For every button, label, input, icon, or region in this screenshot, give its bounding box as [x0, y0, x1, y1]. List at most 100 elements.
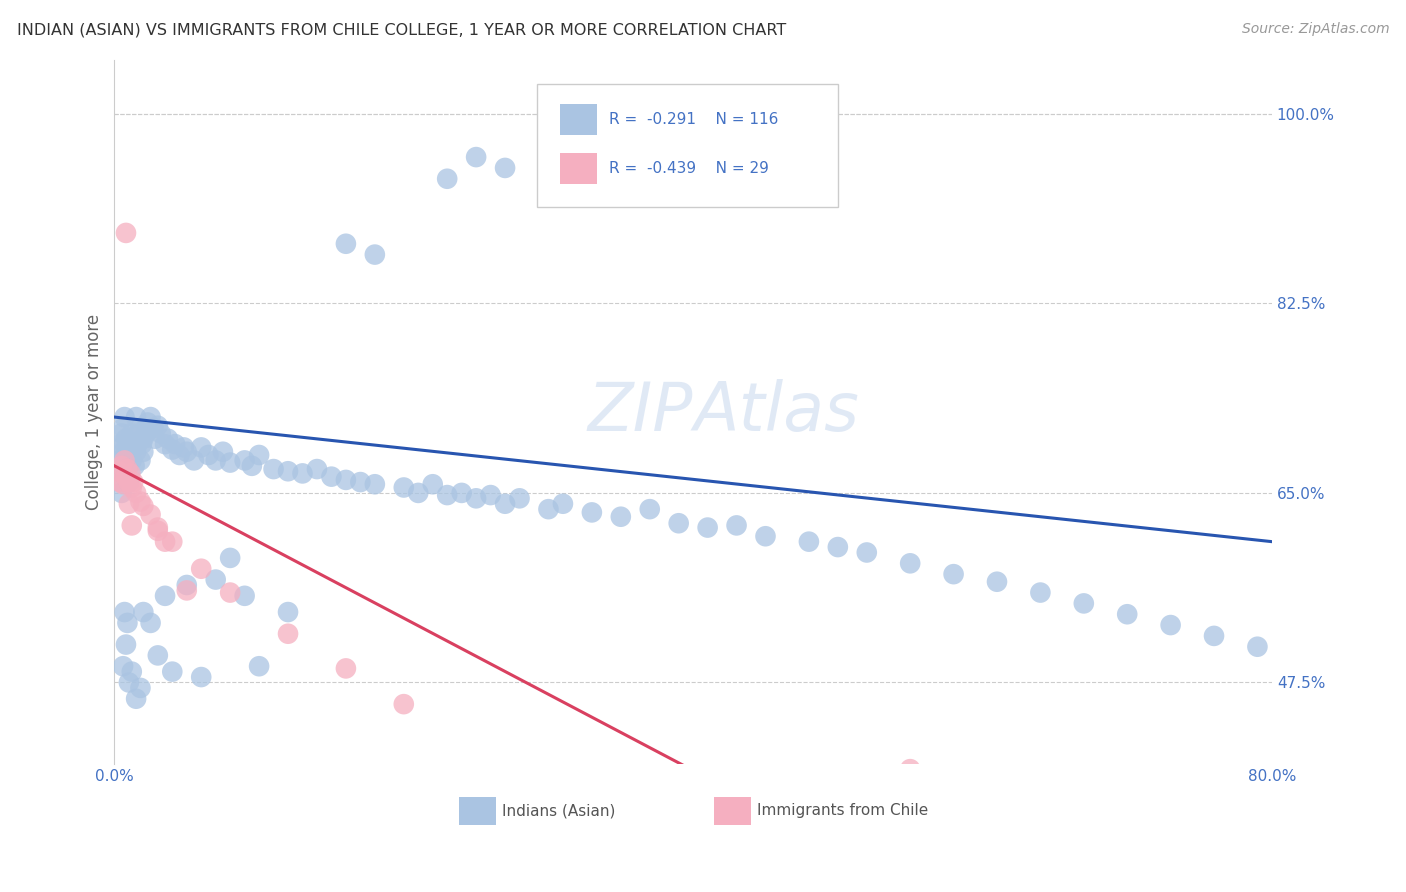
Point — [349, 475, 371, 489]
Point — [321, 469, 343, 483]
FancyBboxPatch shape — [460, 797, 496, 825]
Point — [898, 557, 921, 571]
Point — [247, 448, 270, 462]
Point — [149, 426, 172, 441]
FancyBboxPatch shape — [714, 797, 751, 825]
FancyBboxPatch shape — [560, 104, 598, 135]
Point — [139, 615, 162, 630]
Point — [115, 226, 138, 240]
Point — [277, 464, 299, 478]
Point — [277, 605, 299, 619]
Point — [112, 659, 135, 673]
Point — [1246, 640, 1268, 654]
Point — [1116, 607, 1139, 622]
Point — [494, 497, 516, 511]
Point — [121, 426, 143, 441]
Point — [111, 462, 134, 476]
Point — [422, 477, 444, 491]
Y-axis label: College, 1 year or more: College, 1 year or more — [86, 314, 103, 509]
Point — [173, 441, 195, 455]
Point — [162, 442, 184, 457]
Point — [1029, 585, 1052, 599]
Point — [146, 648, 169, 663]
Point — [125, 410, 148, 425]
Point — [108, 437, 131, 451]
Point — [125, 444, 148, 458]
Point — [450, 486, 472, 500]
Point — [118, 497, 141, 511]
Point — [122, 441, 145, 455]
Point — [108, 475, 131, 489]
Point — [132, 499, 155, 513]
Point — [121, 453, 143, 467]
Text: R =  -0.439    N = 29: R = -0.439 N = 29 — [609, 161, 769, 177]
Point — [197, 448, 219, 462]
Point — [392, 697, 415, 711]
Point — [135, 426, 157, 441]
FancyBboxPatch shape — [560, 153, 598, 185]
Point — [219, 456, 242, 470]
Point — [364, 477, 387, 491]
Point — [183, 453, 205, 467]
Point — [115, 638, 138, 652]
Point — [129, 494, 152, 508]
Point — [219, 550, 242, 565]
Text: ZIP: ZIP — [588, 379, 693, 445]
Point — [132, 432, 155, 446]
Point — [125, 486, 148, 500]
Point — [108, 475, 131, 489]
Point — [117, 615, 139, 630]
Point — [392, 481, 415, 495]
Point — [120, 467, 142, 481]
Point — [204, 453, 226, 467]
Point — [162, 665, 184, 679]
Point — [537, 502, 560, 516]
Point — [115, 469, 138, 483]
Point — [406, 486, 429, 500]
Point — [125, 691, 148, 706]
Point — [797, 534, 820, 549]
Point — [291, 467, 314, 481]
Point — [111, 426, 134, 441]
Point — [190, 562, 212, 576]
FancyBboxPatch shape — [537, 84, 838, 208]
Point — [121, 481, 143, 495]
Point — [146, 418, 169, 433]
Point — [118, 437, 141, 451]
Point — [725, 518, 748, 533]
Point — [162, 534, 184, 549]
Point — [638, 502, 661, 516]
Point — [494, 161, 516, 175]
Point — [153, 589, 176, 603]
Point — [107, 453, 129, 467]
Point — [335, 236, 357, 251]
Point — [117, 462, 139, 476]
Point — [112, 477, 135, 491]
Point — [131, 437, 153, 451]
Point — [551, 497, 574, 511]
Point — [165, 437, 187, 451]
Point — [240, 458, 263, 473]
Point — [1202, 629, 1225, 643]
Point — [827, 540, 849, 554]
Text: R =  -0.291    N = 116: R = -0.291 N = 116 — [609, 112, 778, 127]
Point — [465, 150, 488, 164]
Point — [117, 462, 139, 476]
Point — [581, 505, 603, 519]
Point — [247, 659, 270, 673]
Point — [364, 247, 387, 261]
Point — [479, 488, 502, 502]
Point — [118, 475, 141, 489]
Point — [509, 491, 531, 506]
Point — [335, 661, 357, 675]
Point — [129, 681, 152, 695]
Point — [610, 509, 633, 524]
Point — [668, 516, 690, 531]
Point — [176, 583, 198, 598]
Point — [121, 518, 143, 533]
Point — [111, 486, 134, 500]
Point — [115, 432, 138, 446]
Point — [190, 441, 212, 455]
Point — [233, 589, 256, 603]
Point — [111, 458, 134, 473]
